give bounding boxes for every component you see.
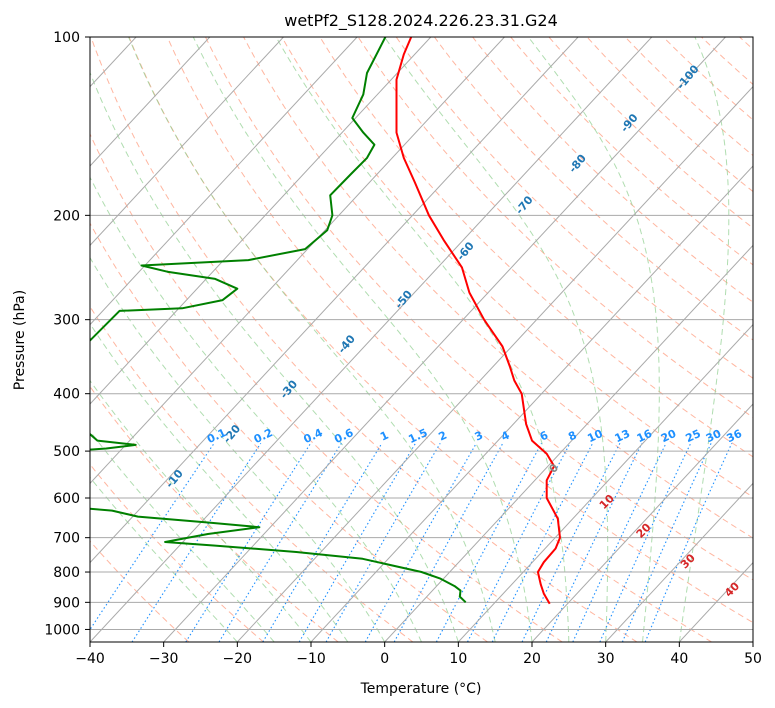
y-tick-label: 500 <box>53 444 80 460</box>
mixing-ratio-label: 16 <box>635 427 655 445</box>
moist-adiabat-line <box>90 322 349 642</box>
x-tick-label: −20 <box>223 651 253 667</box>
isotherm-line <box>90 37 284 247</box>
y-tick-label: 900 <box>53 595 80 611</box>
mixing-ratio-label: 30 <box>704 427 724 445</box>
isotherm-line <box>236 85 753 642</box>
mixing-ratio-line <box>131 442 262 642</box>
profiles <box>90 37 561 605</box>
mixing-ratio-label: 13 <box>613 427 632 445</box>
x-tick-label: 50 <box>744 651 762 667</box>
isotherm-line <box>605 482 753 642</box>
moist-adiabat-line <box>384 37 609 642</box>
dry-adiabat-line <box>90 132 563 642</box>
plot-frame <box>89 36 754 643</box>
dry-adiabat-line <box>205 37 753 581</box>
dewpoint-profile-line <box>90 37 467 604</box>
dry-adiabat-line <box>586 37 753 193</box>
moist-adiabat-line <box>527 37 660 642</box>
x-tick-label: 30 <box>597 651 615 667</box>
x-tick-label: 40 <box>670 651 688 667</box>
x-tick-label: −10 <box>296 651 326 667</box>
mixing-ratio-line <box>218 443 342 642</box>
x-tick-label: 20 <box>523 651 541 667</box>
x-tick-label: −30 <box>149 651 179 667</box>
x-axis-title: Temperature (°C) <box>360 681 482 697</box>
y-tick-label: 700 <box>53 531 80 547</box>
mixing-ratio-label: 20 <box>659 427 679 445</box>
isotherm-line <box>310 165 753 642</box>
mixing-ratio-line <box>572 443 667 642</box>
mixing-ratio-line <box>393 443 504 642</box>
isotherm-line <box>457 323 753 642</box>
mixing-ratio-line <box>521 443 621 642</box>
x-tick-label: −40 <box>75 651 105 667</box>
moist-adiabat-line <box>90 176 422 642</box>
isotherm-line <box>90 37 653 642</box>
isotherm-line <box>90 37 579 564</box>
mixing-ratio-line <box>644 443 733 642</box>
y-tick-label: 200 <box>53 208 80 224</box>
moist-adiabat-line <box>128 37 496 642</box>
dry-adiabat-line <box>243 37 753 539</box>
dry-adiabat-line <box>319 37 753 458</box>
y-tick-label: 100 <box>53 30 80 46</box>
chart-title: wetPf2_S128.2024.226.23.31.G24 <box>284 11 558 31</box>
y-axis-title: Pressure (hPa) <box>12 290 28 390</box>
isotherm-line <box>384 244 753 642</box>
x-tick-label: 0 <box>380 651 389 667</box>
y-tick-label: 300 <box>53 313 80 329</box>
isotherm-line <box>163 37 726 642</box>
mixing-ratio-line <box>435 443 542 642</box>
moist-adiabat-line <box>90 256 386 642</box>
mixing-ratio-line <box>185 443 312 642</box>
x-axis: −40 −30 −20 −10 0 10 20 30 40 50 <box>75 642 762 667</box>
mixing-ratio-label: 36 <box>725 427 745 445</box>
dry-adiabat-line <box>433 37 753 341</box>
background-lines <box>90 37 753 642</box>
moist-adiabat-line <box>90 379 312 642</box>
dry-adiabat-line <box>166 37 753 624</box>
mixing-ratio-line <box>599 443 692 642</box>
isotherm-line <box>531 403 753 642</box>
dry-adiabat-line <box>90 37 638 642</box>
mixing-ratio-line <box>467 443 571 642</box>
isotherm-line <box>90 37 211 167</box>
y-axis: 100 200 300 400 500 600 700 800 900 1000 <box>44 30 90 638</box>
isotherm-line <box>90 37 505 485</box>
mixing-ratio-line <box>491 443 594 642</box>
moist-adiabat-line <box>678 37 730 642</box>
isotherm-line <box>90 37 432 405</box>
mixing-ratio-line <box>545 443 643 642</box>
moist-adiabat-line <box>192 37 533 642</box>
moist-adiabat-line <box>275 37 570 642</box>
dry-adiabat-line <box>624 37 753 157</box>
y-tick-label: 400 <box>53 387 80 403</box>
x-tick-label: 10 <box>449 651 467 667</box>
mixing-ratio-line <box>621 443 712 642</box>
dry-adiabat-line <box>281 37 753 498</box>
mixing-ratio-label: 25 <box>683 427 702 445</box>
temperature-profile-line <box>395 37 561 605</box>
y-tick-label: 600 <box>53 491 80 507</box>
moist-adiabat-line <box>90 71 459 642</box>
y-tick-label: 800 <box>53 565 80 581</box>
mixing-ratio-label: 10 <box>585 427 605 445</box>
dry-adiabat-line <box>357 37 753 418</box>
mixing-ratio-line <box>364 443 477 642</box>
mixing-ratio-line <box>262 443 383 642</box>
y-tick-label: 1000 <box>44 622 80 638</box>
dry-adiabat-line <box>472 37 753 303</box>
isotherm-line <box>90 37 358 326</box>
